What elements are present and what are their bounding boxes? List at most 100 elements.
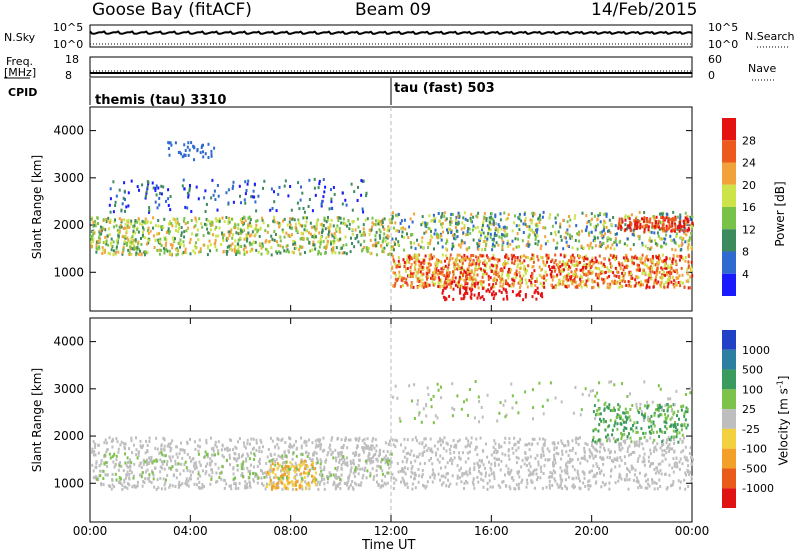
velocity-echo bbox=[448, 448, 451, 452]
power-echo bbox=[589, 222, 592, 226]
power-echo bbox=[487, 288, 490, 292]
power-echo bbox=[674, 270, 676, 273]
velocity-echo bbox=[462, 451, 464, 455]
power-echo bbox=[408, 274, 411, 277]
velocity-echo bbox=[128, 473, 131, 476]
power-echo bbox=[559, 253, 562, 257]
velocity-echo bbox=[377, 454, 380, 458]
velocity-echo bbox=[433, 444, 436, 448]
power-echo bbox=[494, 278, 497, 282]
velocity-echo bbox=[621, 446, 624, 450]
velocity-echo bbox=[512, 478, 515, 482]
power-echo bbox=[158, 203, 161, 207]
power-echo bbox=[495, 268, 498, 272]
velocity-echo bbox=[651, 479, 654, 483]
power-echo bbox=[663, 216, 666, 220]
power-echo bbox=[128, 240, 131, 244]
power-echo bbox=[234, 226, 237, 230]
power-echo bbox=[428, 268, 431, 272]
power-echo bbox=[318, 231, 321, 235]
velocity-echo bbox=[144, 470, 147, 474]
power-echo bbox=[429, 241, 432, 245]
power-echo bbox=[256, 230, 259, 234]
power-echo bbox=[622, 256, 625, 260]
power-echo bbox=[299, 245, 302, 249]
power-echo bbox=[678, 224, 680, 228]
velocity-echo bbox=[587, 480, 590, 484]
power-echo bbox=[432, 283, 435, 287]
power-echo bbox=[405, 281, 408, 285]
power-echo bbox=[375, 230, 378, 234]
power-echo bbox=[375, 253, 378, 257]
power-echo bbox=[103, 240, 106, 244]
velocity-echo bbox=[526, 458, 529, 462]
power-echo bbox=[250, 233, 253, 237]
power-echo bbox=[182, 219, 185, 223]
power-echo bbox=[327, 233, 330, 236]
power-echo bbox=[426, 284, 429, 288]
power-echo bbox=[207, 246, 210, 250]
velocity-echo bbox=[516, 440, 519, 444]
velocity-echo bbox=[658, 471, 660, 475]
power-echo bbox=[578, 230, 581, 234]
power-echo bbox=[294, 226, 297, 230]
power-echo bbox=[438, 278, 441, 282]
power-echo bbox=[661, 277, 663, 281]
velocity-echo bbox=[679, 480, 682, 484]
velocity-echo bbox=[234, 486, 237, 490]
power-echo bbox=[427, 226, 430, 230]
velocity-echo bbox=[163, 448, 166, 452]
power-echo bbox=[325, 244, 328, 248]
velocity-echo bbox=[244, 446, 247, 450]
power-echo bbox=[537, 239, 540, 243]
power-echo bbox=[469, 231, 472, 235]
power-echo bbox=[598, 277, 600, 281]
velocity-echo bbox=[342, 443, 345, 447]
xtick-label: 16:00 bbox=[474, 524, 509, 538]
power-echo bbox=[670, 225, 673, 229]
power-echo bbox=[231, 217, 233, 221]
nsky-label: N.Sky bbox=[4, 31, 36, 44]
power-echo bbox=[228, 230, 231, 234]
velocity-echo bbox=[129, 465, 132, 469]
power-echo bbox=[395, 265, 398, 269]
power-echo bbox=[680, 244, 683, 248]
velocity-echo bbox=[600, 485, 603, 489]
velocity-echo bbox=[445, 441, 448, 445]
power-echo bbox=[606, 282, 609, 286]
velocity-echo bbox=[375, 457, 378, 461]
velocity-echo bbox=[246, 452, 249, 456]
power-echo bbox=[394, 273, 397, 277]
velocity-echo bbox=[315, 451, 318, 455]
velocity-echo bbox=[159, 465, 162, 469]
power-echo bbox=[435, 235, 438, 239]
power-echo bbox=[382, 250, 385, 254]
power-echo bbox=[499, 280, 502, 284]
velocity-echo bbox=[254, 454, 257, 458]
power-echo bbox=[551, 224, 554, 228]
power-echo bbox=[160, 244, 163, 248]
velocity-echo bbox=[189, 437, 191, 441]
velocity-echo bbox=[609, 456, 611, 460]
power-echo bbox=[494, 215, 497, 219]
power-echo bbox=[147, 180, 150, 184]
power-echo bbox=[118, 217, 121, 220]
power-echo bbox=[267, 224, 269, 228]
power-echo bbox=[497, 230, 500, 234]
velocity-echo bbox=[540, 465, 543, 469]
power-echo bbox=[257, 228, 259, 232]
power-echo bbox=[108, 203, 111, 207]
power-echo bbox=[96, 247, 98, 251]
power-echo bbox=[330, 242, 332, 246]
velocity-echo bbox=[233, 451, 236, 455]
velocity-echo bbox=[168, 445, 171, 449]
power-echo bbox=[665, 233, 667, 237]
power-echo bbox=[199, 247, 202, 251]
power-echo bbox=[507, 274, 510, 277]
power-echo bbox=[468, 257, 471, 261]
power-echo bbox=[208, 239, 211, 243]
power-echo bbox=[492, 290, 495, 294]
power-echo bbox=[326, 239, 329, 243]
velocity-echo bbox=[649, 464, 651, 468]
power-echo bbox=[527, 264, 530, 268]
